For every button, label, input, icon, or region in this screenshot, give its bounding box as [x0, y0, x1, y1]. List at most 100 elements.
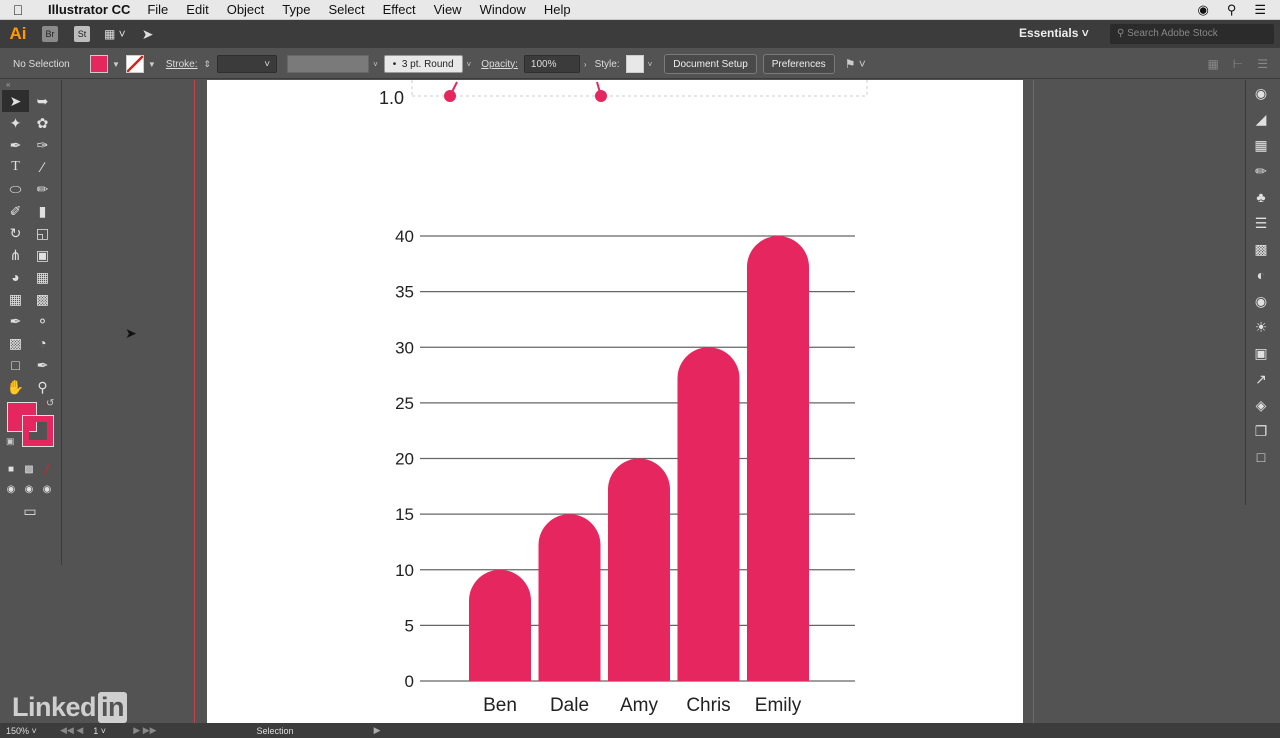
pen-tool-icon[interactable]: ✒ — [9, 136, 22, 153]
magic-wand-tool-icon[interactable]: ✦ — [9, 114, 22, 131]
bar-ben[interactable] — [469, 569, 531, 681]
draw-inside-icon[interactable]: ◉ — [42, 483, 52, 495]
stroke-weight-field[interactable]: ˅ — [217, 55, 278, 73]
line-chart-point[interactable] — [595, 90, 607, 102]
fill-dropdown-icon[interactable]: ▼ — [112, 59, 120, 69]
layers-panel-icon[interactable]: ◈ — [1255, 396, 1267, 413]
slice-tool-icon[interactable]: ✒ — [36, 356, 49, 373]
libraries-panel-icon[interactable]: ◉ — [1254, 292, 1268, 309]
document-setup-button[interactable]: Document Setup — [664, 54, 757, 74]
perspective-grid-tool-icon[interactable]: ▦ — [35, 268, 50, 285]
bar-dale[interactable] — [538, 514, 601, 681]
brushes-panel-icon[interactable]: ✏ — [1255, 162, 1267, 179]
stock-search-input[interactable]: ⚲ Search Adobe Stock — [1110, 24, 1274, 44]
line-tool-icon[interactable]: ∕ — [41, 159, 44, 175]
ellipse-tool-icon[interactable]: ⬭ — [9, 180, 22, 197]
variable-width-profile[interactable] — [287, 55, 370, 73]
bar-emily[interactable] — [747, 236, 809, 681]
paintbrush-tool-icon[interactable]: ✏ — [36, 180, 49, 197]
bar-chart[interactable]: 1.0 0 5 10 15 20 25 30 35 40 Ben Dale Amy Chris Emil… — [207, 80, 1023, 723]
creative-cloud-icon[interactable]: ◉ — [1197, 1, 1209, 17]
screen-mode-icon[interactable]: ▭ — [23, 502, 37, 519]
hand-tool-icon[interactable]: ✋ — [6, 378, 25, 395]
stroke-label[interactable]: Stroke: — [165, 58, 198, 70]
menu-type[interactable]: Type — [282, 2, 311, 17]
artboard-number-field[interactable]: 1 ˅ — [93, 725, 107, 736]
column-graph-tool-icon[interactable]: ◔ — [38, 335, 47, 351]
gradient-mode-icon[interactable]: ▩ — [24, 463, 34, 475]
artboard-tool-icon[interactable]: □ — [11, 357, 20, 373]
notification-center-icon[interactable]: ☰ — [1254, 1, 1266, 17]
type-tool-icon[interactable]: T — [11, 159, 20, 174]
menu-view[interactable]: View — [433, 2, 462, 17]
bar-chris[interactable] — [677, 347, 740, 681]
apple-icon[interactable]:  — [0, 2, 36, 18]
direct-selection-tool-icon[interactable]: ➥ — [36, 92, 49, 109]
spotlight-search-icon[interactable]: ⚲ — [1226, 1, 1237, 17]
style-dropdown-icon[interactable]: ˅ — [647, 59, 653, 69]
brush-definition-field[interactable]: • 3 pt. Round — [383, 55, 463, 73]
blend-tool-icon[interactable]: ⚬ — [36, 312, 49, 329]
gradient-panel-icon[interactable]: ▩ — [1254, 240, 1268, 257]
menu-edit[interactable]: Edit — [186, 2, 209, 17]
graphic-styles-icon[interactable]: ▣ — [1254, 344, 1268, 361]
swap-fill-stroke-icon[interactable]: ↺ — [46, 398, 55, 409]
transparency-panel-icon[interactable]: ◐ — [1256, 267, 1266, 283]
align-to-selection-icon[interactable]: ⚑ ˅ — [844, 57, 866, 71]
fill-color-swatch[interactable] — [90, 55, 108, 73]
zoom-level-field[interactable]: 150% ˅ — [6, 725, 37, 736]
app-name-menu[interactable]: Illustrator CC — [48, 2, 131, 17]
menu-file[interactable]: File — [147, 2, 169, 17]
rotate-tool-icon[interactable]: ↻ — [9, 224, 22, 241]
stroke-panel-icon[interactable]: ☰ — [1254, 214, 1268, 231]
color-mode-icon[interactable]: ■ — [7, 463, 15, 475]
eraser-tool-icon[interactable]: ▮ — [38, 202, 47, 219]
artboard-nav-next-icon[interactable]: ▶ ▶▶ — [133, 725, 157, 735]
mesh-tool-icon[interactable]: ▦ — [8, 290, 23, 307]
artboard[interactable]: 1.0 0 5 10 15 20 25 30 35 40 Ben Dale Amy Chris Emil… — [207, 80, 1023, 723]
stroke-color-box[interactable] — [22, 415, 54, 447]
draw-behind-icon[interactable]: ◉ — [24, 483, 34, 495]
brush-dropdown-icon[interactable]: ˅ — [466, 59, 472, 69]
selection-tool-icon[interactable]: ➤ — [2, 90, 29, 112]
color-guide-icon[interactable]: ◢ — [1255, 110, 1267, 127]
menu-help[interactable]: Help — [543, 2, 571, 17]
stroke-dropdown-icon[interactable]: ▼ — [147, 59, 156, 69]
workspace-switcher[interactable]: Essentials ˅ — [1019, 26, 1089, 40]
appearance-panel-icon[interactable]: ☀ — [1254, 318, 1268, 335]
menu-window[interactable]: Window — [479, 2, 526, 17]
arrange-documents-icon[interactable]: ▦ ˅ — [104, 27, 126, 41]
gpu-performance-icon[interactable]: ➤ — [141, 25, 154, 42]
bridge-button[interactable]: Br — [42, 26, 58, 42]
color-panel-icon[interactable]: ◉ — [1254, 84, 1268, 101]
export-icon[interactable]: ↗ — [1255, 370, 1267, 387]
graphic-style-swatch[interactable] — [625, 55, 644, 73]
opacity-arrow-icon[interactable]: › — [583, 59, 587, 69]
free-transform-tool-icon[interactable]: ▣ — [35, 246, 50, 263]
swatches-panel-icon[interactable]: ▦ — [1254, 136, 1268, 153]
default-fill-stroke-icon[interactable]: ▣ — [6, 436, 15, 446]
bar-amy[interactable] — [608, 458, 670, 681]
symbol-sprayer-tool-icon[interactable]: ▩ — [8, 334, 23, 351]
width-tool-icon[interactable]: ⋔ — [9, 246, 22, 263]
collapse-panel-icon[interactable]: « — [6, 80, 11, 89]
none-mode-icon[interactable]: ╱ — [43, 463, 51, 475]
gradient-tool-icon[interactable]: ▩ — [35, 290, 50, 307]
menu-effect[interactable]: Effect — [382, 2, 416, 17]
artboards-panel-icon[interactable]: ❐ — [1254, 422, 1268, 439]
curvature-tool-icon[interactable]: ✑ — [36, 136, 49, 153]
line-chart-point[interactable] — [444, 90, 456, 102]
scale-tool-icon[interactable]: ◱ — [35, 224, 50, 241]
stock-button[interactable]: St — [74, 26, 90, 42]
profile-dropdown-icon[interactable]: ˅ — [373, 59, 378, 69]
stroke-weight-stepper[interactable]: ⇕ — [203, 58, 212, 69]
opacity-label[interactable]: Opacity: — [481, 58, 518, 70]
shaper-tool-icon[interactable]: ✐ — [9, 202, 22, 219]
status-menu-icon[interactable]: ▶ — [373, 725, 381, 735]
zoom-tool-icon[interactable]: ⚲ — [37, 378, 48, 395]
lasso-tool-icon[interactable]: ✿ — [36, 114, 49, 131]
shape-builder-tool-icon[interactable]: ◕ — [11, 269, 20, 285]
stroke-color-swatch[interactable] — [125, 55, 144, 73]
preferences-button[interactable]: Preferences — [762, 54, 835, 74]
isolate-icon[interactable]: ▦ — [1207, 57, 1219, 71]
